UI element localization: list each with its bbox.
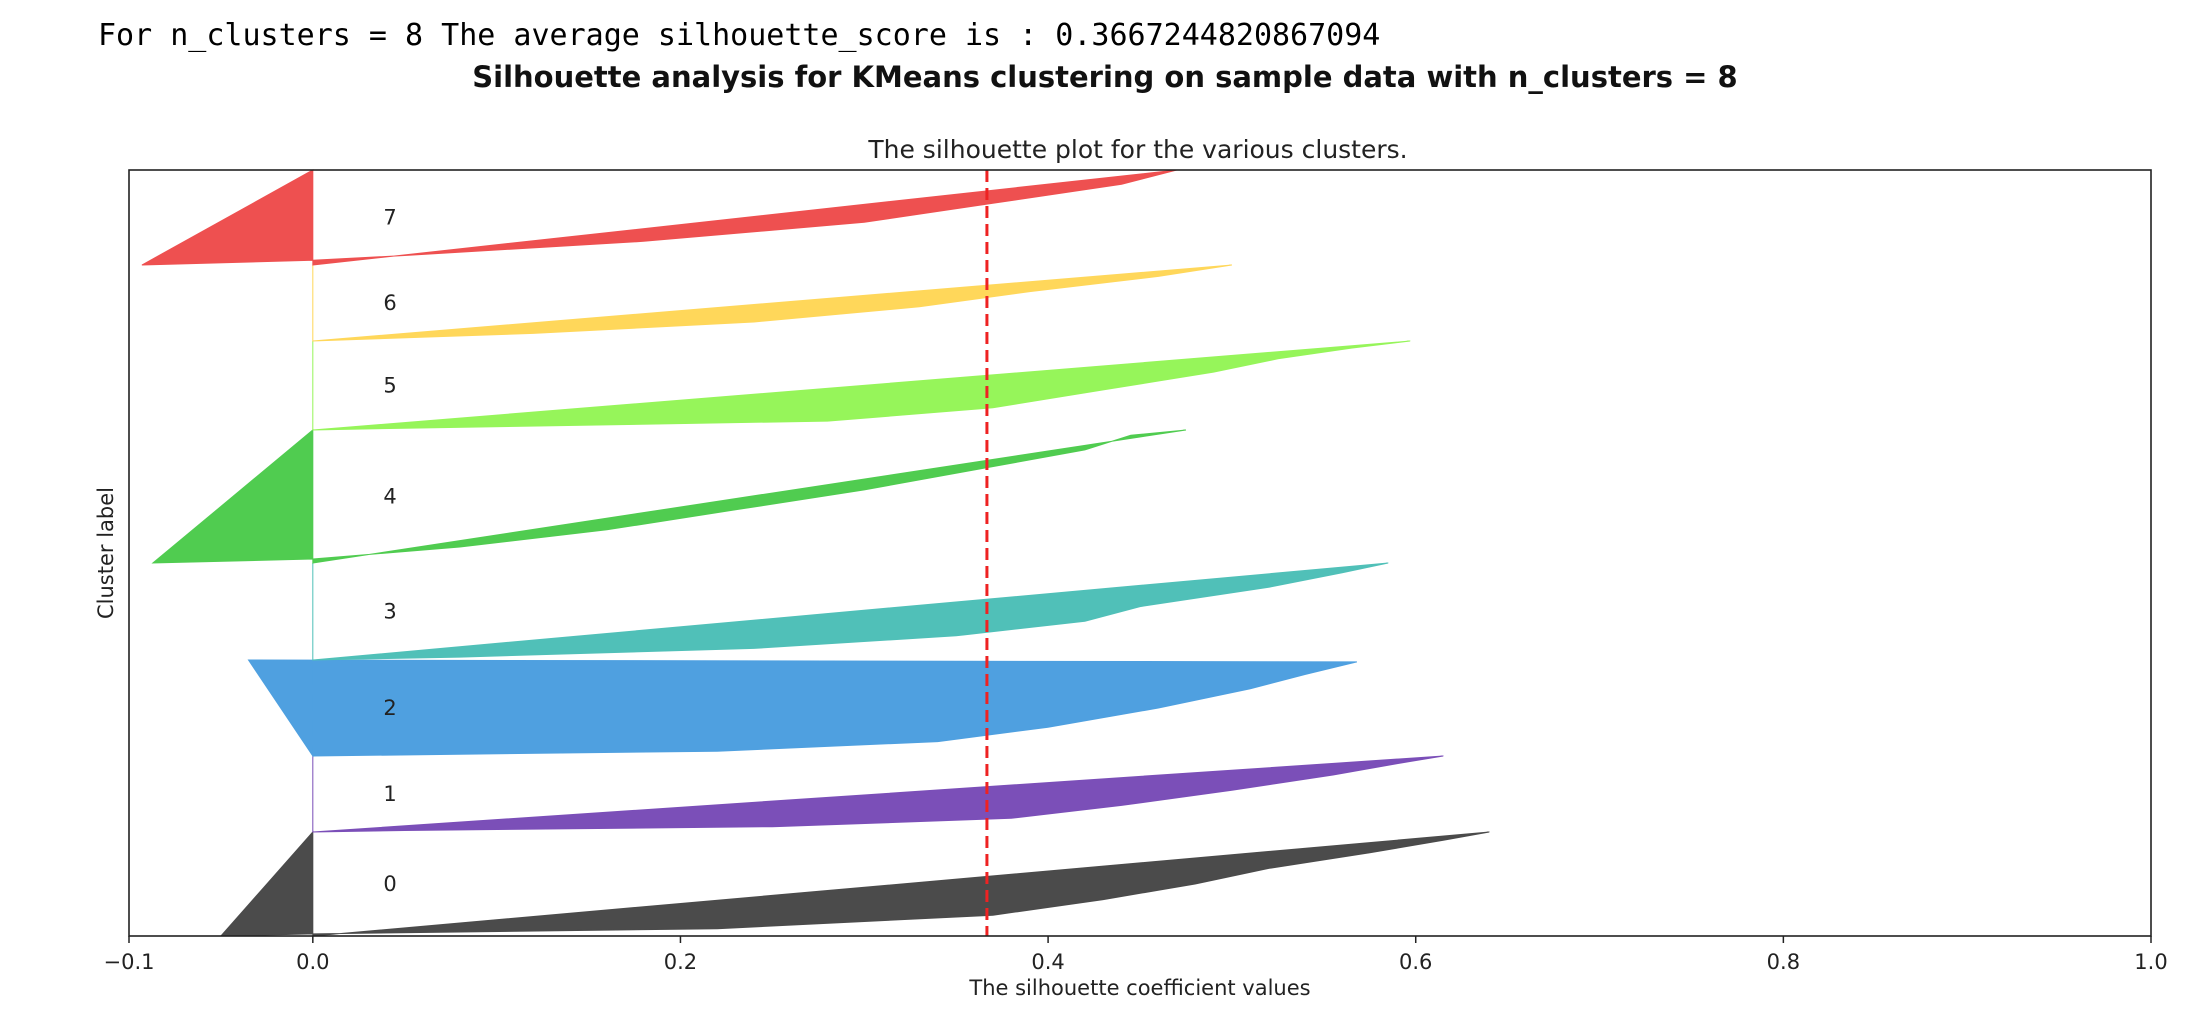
cluster-label-2: 2: [383, 696, 396, 720]
console-output: For n_clusters = 8 The average silhouett…: [98, 18, 1381, 53]
cluster-label-5: 5: [383, 374, 396, 398]
cluster-label-0: 0: [383, 872, 396, 896]
x-tick-label: −0.1: [104, 950, 155, 974]
x-axis-ticks: −0.1 0.0 0.2 0.4 0.6 0.8 1.0: [104, 936, 2168, 974]
cluster-5-silhouette-band: [312, 340, 1411, 431]
cluster-6-silhouette-band: [312, 264, 1232, 342]
x-tick-label: 0.2: [664, 950, 697, 974]
cluster-label-6: 6: [383, 291, 396, 315]
cluster-2-silhouette-band: [247, 659, 1358, 758]
figure-title: Silhouette analysis for KMeans clusterin…: [472, 60, 1738, 94]
x-tick-label: 0.8: [1767, 950, 1800, 974]
cluster-bands: [141, 169, 1490, 937]
y-axis-label: Cluster label: [94, 487, 118, 619]
cluster-label-7: 7: [383, 206, 396, 230]
y-axis-cluster-labels: 0 1 2 3 4 5 6 7: [383, 206, 396, 897]
cluster-label-1: 1: [383, 782, 396, 806]
cluster-3-silhouette-band: [312, 562, 1389, 661]
x-axis-label: The silhouette coefficient values: [968, 976, 1310, 1000]
x-tick-label: 1.0: [2134, 950, 2167, 974]
cluster-0-silhouette-band: [219, 830, 1490, 937]
cluster-4-silhouette-band: [151, 428, 1187, 564]
cluster-7-silhouette-band: [141, 169, 1177, 266]
cluster-label-3: 3: [383, 600, 396, 624]
x-tick-label: 0.6: [1399, 950, 1432, 974]
x-tick-label: 0.0: [296, 950, 329, 974]
cluster-label-4: 4: [383, 485, 396, 509]
plot-frame: [128, 169, 2152, 937]
cluster-1-silhouette-band: [312, 755, 1444, 833]
x-tick-label: 0.4: [1031, 950, 1064, 974]
plot-title: The silhouette plot for the various clus…: [867, 135, 1407, 164]
